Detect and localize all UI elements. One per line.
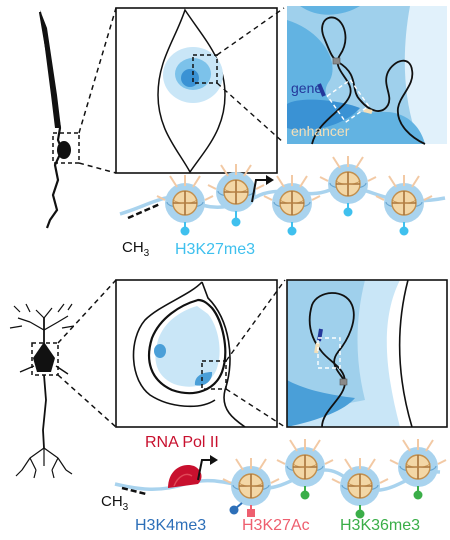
pyramidal-neuron	[9, 303, 75, 479]
methyl-label-top: CH3	[122, 239, 150, 259]
cell-body-inset-bottom	[115, 279, 278, 428]
h3k27me3-label: H3K27me3	[175, 241, 255, 258]
chromatin-loop-inset-bottom	[286, 279, 448, 428]
silenced-chromatin-fiber	[119, 155, 446, 236]
zoom-line-top	[78, 7, 117, 134]
h3k36me3-label: H3K36me3	[340, 517, 420, 534]
elongated-neuron	[38, 10, 71, 229]
gene-label: gene	[291, 80, 322, 96]
rna-pol-ii-label: RNA Pol II	[145, 434, 219, 451]
zoom-line-bottom	[78, 162, 117, 174]
enhancer-label: enhancer	[291, 123, 350, 139]
active-chromatin-fiber	[114, 438, 447, 519]
methyl-label-bottom: CH3	[101, 493, 129, 513]
chromatin-loop-inset-top: gene enhancer	[287, 6, 447, 145]
h3k4me3-label: H3K4me3	[135, 517, 206, 534]
cell-body-inset	[115, 7, 278, 174]
h3k27ac-label: H3K27Ac	[242, 517, 310, 534]
